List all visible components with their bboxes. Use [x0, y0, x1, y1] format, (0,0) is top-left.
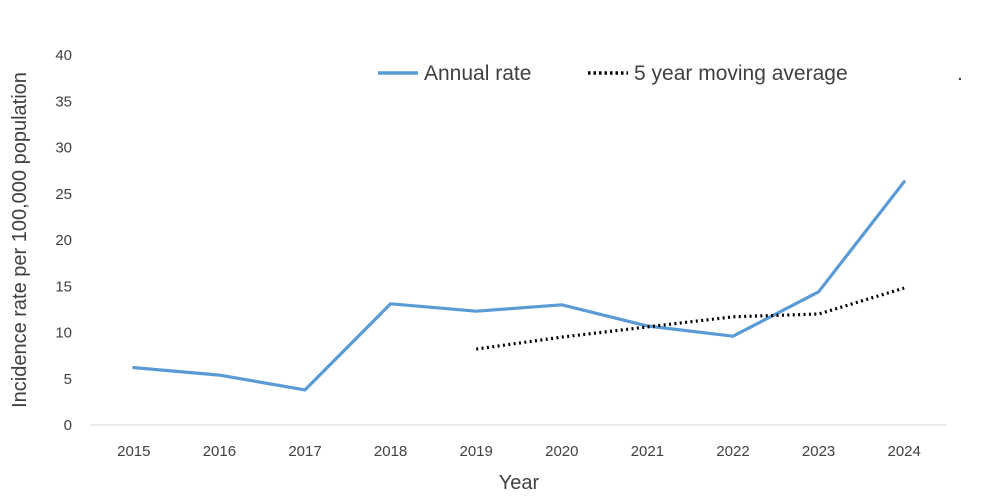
x-tick-label: 2018	[374, 443, 407, 460]
y-tick-label: 35	[55, 93, 72, 110]
y-axis-title: Incidence rate per 100,000 population	[9, 72, 31, 408]
x-tick-label: 2020	[545, 443, 578, 460]
y-tick-label: 30	[55, 140, 72, 157]
y-tick-label: 25	[55, 186, 72, 203]
y-tick-label: 0	[64, 417, 72, 434]
series-line-moving-average	[475, 286, 905, 351]
y-tick-label: 40	[55, 47, 72, 64]
y-tick-label: 10	[55, 325, 72, 342]
y-tick-label: 15	[55, 278, 72, 295]
y-axis-ticks: 0 5 10 15 20 25 30 35 40	[55, 47, 72, 434]
x-tick-label: 2019	[460, 443, 493, 460]
x-tick-label: 2023	[802, 443, 835, 460]
x-tick-label: 2021	[631, 443, 664, 460]
y-tick-label: 5	[64, 371, 72, 388]
x-tick-label: 2017	[288, 443, 321, 460]
x-tick-label: 2022	[716, 443, 749, 460]
x-axis-title: Year	[499, 472, 540, 494]
legend: Annual rate 5 year moving average .	[378, 62, 963, 85]
legend-trailing-mark: .	[957, 62, 963, 85]
legend-label-annual-rate: Annual rate	[424, 62, 531, 85]
x-tick-label: 2024	[888, 443, 921, 460]
series-line-annual-rate	[132, 180, 906, 392]
y-tick-label: 20	[55, 232, 72, 249]
x-axis-ticks: 2015 2016 2017 2018 2019 2020 2021 2022 2023 2024	[117, 443, 921, 460]
series-layer	[132, 180, 906, 392]
legend-label-moving-average: 5 year moving average	[634, 62, 848, 85]
x-tick-label: 2016	[203, 443, 236, 460]
x-tick-label: 2015	[117, 443, 150, 460]
